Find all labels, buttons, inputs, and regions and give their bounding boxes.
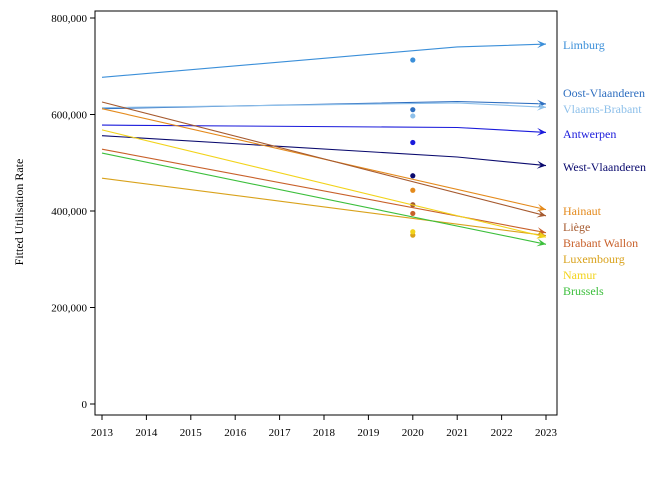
series-line [101, 129, 547, 238]
series-arrowhead [536, 160, 546, 169]
x-tick-label: 2015 [180, 427, 203, 439]
series-label: Namur [563, 268, 596, 282]
x-tick-label: 2018 [313, 427, 336, 439]
data-point-2020 [410, 57, 416, 63]
series-label: Hainaut [563, 204, 602, 218]
series-label: Vlaams-Brabant [563, 102, 642, 116]
series-line [101, 148, 547, 234]
series-layer [101, 40, 547, 247]
series-vlaams-brabant [101, 102, 547, 119]
series-line [101, 152, 547, 245]
series-label: Antwerpen [563, 127, 616, 141]
series-label: Liège [563, 220, 590, 234]
series-label: Limburg [563, 38, 605, 52]
series-label: Oost-Vlaanderen [563, 86, 645, 100]
data-point-2020 [410, 113, 416, 119]
x-tick-label: 2020 [402, 427, 425, 439]
series-limburg [101, 40, 547, 78]
axes: 0 200,000 400,000 600,000 800,000 2013 2014 201… [51, 10, 558, 439]
x-tick-label: 2021 [446, 427, 468, 439]
x-tick-label: 2019 [357, 427, 380, 439]
series-line [101, 124, 547, 133]
series-arrowhead [536, 102, 546, 111]
x-tick-label: 2013 [91, 427, 114, 439]
series-labels: Limburg Oost-Vlaanderen Vlaams-Brabant Antw… [563, 38, 646, 298]
x-tick-label: 2014 [135, 427, 158, 439]
series-arrowhead [536, 203, 546, 212]
y-tick-label: 0 [82, 399, 88, 411]
series-line [101, 135, 547, 167]
data-point-2020 [410, 229, 416, 235]
series-label: West-Vlaanderen [563, 160, 646, 174]
series-line [101, 177, 547, 237]
series-luxembourg [101, 177, 547, 239]
series-oost-vlaanderen [101, 99, 547, 113]
series-brussels [101, 152, 547, 247]
series-arrowhead [536, 209, 546, 218]
series-antwerpen [101, 124, 547, 146]
y-tick-label: 400,000 [51, 206, 87, 218]
y-tick-label: 800,000 [51, 13, 87, 25]
x-tick-label: 2017 [269, 427, 292, 439]
series-arrowhead [536, 238, 546, 247]
series-line [101, 102, 547, 109]
data-point-2020 [410, 210, 416, 217]
y-tick-label: 600,000 [51, 110, 87, 122]
plot-frame [94, 10, 558, 416]
data-point-2020 [410, 187, 416, 193]
series-label: Brabant Wallon [563, 236, 638, 250]
series-west-vlaanderen [101, 135, 547, 179]
series-namur [101, 129, 547, 239]
data-point-2020 [410, 139, 416, 146]
y-axis-title: Fitted Utilisation Rate [12, 159, 26, 266]
x-tick-label: 2022 [491, 427, 513, 439]
series-arrowhead [536, 127, 546, 136]
data-point-2020 [410, 173, 416, 179]
series-arrowhead [536, 227, 546, 235]
series-label: Luxembourg [563, 252, 625, 266]
series-line [101, 43, 547, 78]
series-line [101, 101, 547, 217]
x-tick-label: 2023 [535, 427, 558, 439]
series-li-ge [101, 101, 547, 218]
data-point-2020 [410, 107, 416, 113]
x-tick-label: 2016 [224, 427, 247, 439]
series-brabant-wallon [101, 148, 547, 235]
series-label: Brussels [563, 284, 604, 298]
series-hainaut [101, 108, 547, 212]
series-arrowhead [536, 40, 546, 49]
series-arrowhead [536, 99, 546, 108]
series-arrowhead [536, 231, 546, 239]
y-tick-label: 200,000 [51, 303, 87, 315]
